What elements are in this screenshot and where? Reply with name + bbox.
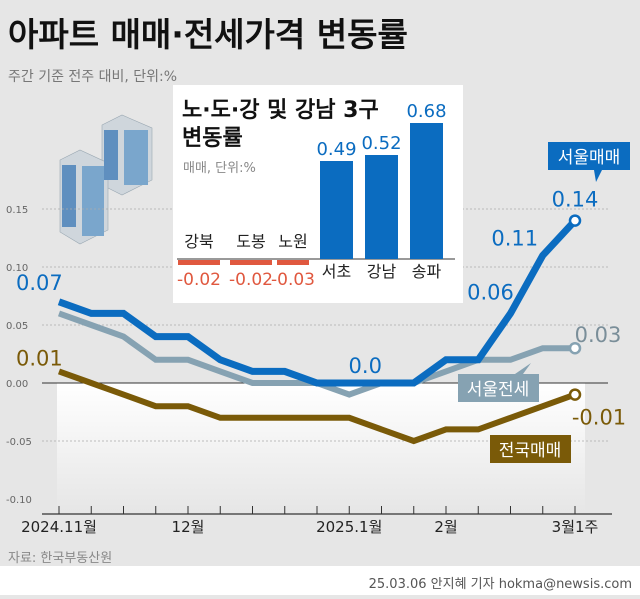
bar-5 — [410, 123, 443, 259]
x-tick-label: 2월 — [434, 518, 457, 536]
bar-value-label: 0.68 — [406, 101, 446, 122]
x-tick-label: 2024.11월 — [21, 518, 97, 536]
legend-seoul-jeonse-label: 서울전세 — [467, 380, 530, 400]
bar-value-label: 0.49 — [316, 139, 356, 160]
data-label: 0.06 — [467, 280, 514, 304]
inset-bar-chart: 노·도·강 및 강남 3구 변동률 매매, 단위:% 강북 -0.02 도봉 -0.0… — [173, 85, 463, 303]
bar-3 — [320, 161, 353, 259]
bar-1 — [230, 260, 272, 265]
legend-seoul-jeonse: 서울전세 — [458, 363, 539, 402]
x-tick-label: 2025.1월 — [316, 518, 382, 536]
apartment-buildings-icon — [60, 115, 152, 244]
bar-value-label: -0.02 — [177, 270, 221, 290]
bar-4 — [365, 155, 398, 259]
bar-category: 도봉 — [236, 232, 265, 251]
legend-seoul-sale-label: 서울매매 — [558, 148, 621, 168]
y-tick-label: -0.05 — [6, 437, 32, 448]
inset-title-2: 변동률 — [182, 126, 243, 151]
end-marker — [570, 216, 580, 226]
bar-category: 서초 — [322, 262, 351, 281]
bar-value-label: -0.03 — [271, 270, 315, 290]
bar-category: 노원 — [278, 232, 307, 251]
data-label: 0.11 — [491, 226, 538, 250]
legend-national-sale: 전국매매 — [490, 435, 571, 463]
legend-national-sale-label: 전국매매 — [499, 441, 562, 461]
data-label: 0.01 — [16, 346, 63, 370]
inset-title: 노·도·강 및 강남 3구 — [182, 98, 379, 123]
subtitle: 주간 기준 전주 대비, 단위:% — [8, 69, 177, 85]
end-marker — [570, 390, 580, 400]
source: 자료: 한국부동산원 — [8, 551, 112, 566]
bar-0 — [178, 260, 220, 265]
y-tick-label: 0.15 — [6, 205, 28, 216]
data-label: 0.0 — [349, 354, 382, 378]
bar-value-label: -0.02 — [229, 270, 273, 290]
x-tick-label: 3월1주 — [552, 518, 599, 536]
y-tick-label: -0.10 — [6, 495, 32, 506]
y-tick-label: 0.05 — [6, 321, 28, 332]
bar-category: 강남 — [367, 262, 397, 281]
bar-category: 송파 — [412, 262, 442, 281]
data-label: 0.14 — [552, 188, 599, 212]
bar-value-label: 0.52 — [361, 133, 401, 154]
legend-seoul-sale: 서울매매 — [548, 142, 630, 182]
page-title: 아파트 매매·전세가격 변동률 — [8, 15, 408, 54]
x-tick-label: 12월 — [172, 518, 205, 536]
data-label: 0.07 — [16, 271, 63, 295]
credit: 25.03.06 안지혜 기자 hokma@newsis.com — [369, 577, 632, 592]
inset-unit: 매매, 단위:% — [183, 161, 256, 176]
bar-2 — [277, 260, 309, 265]
data-label: -0.01 — [572, 406, 626, 430]
bar-category: 강북 — [184, 232, 213, 251]
data-label: 0.03 — [575, 323, 622, 347]
y-tick-label: 0.00 — [6, 379, 28, 390]
